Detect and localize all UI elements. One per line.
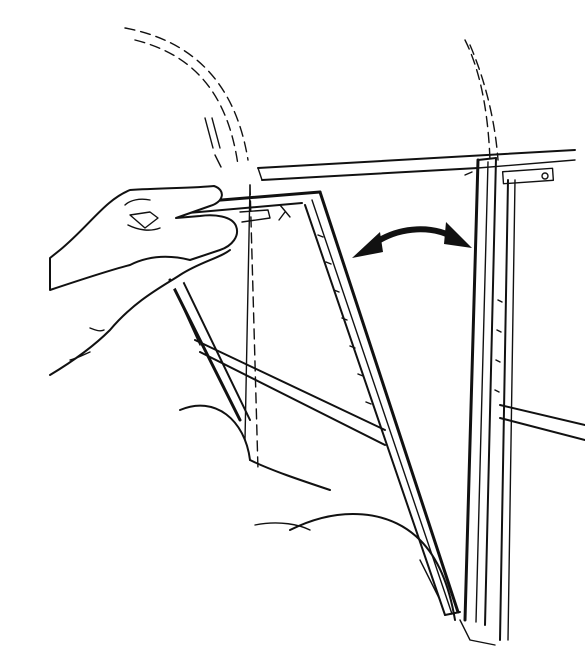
- hand-arm: [49, 185, 271, 376]
- header-rail: [257, 149, 576, 185]
- swing-arrow: [352, 222, 472, 258]
- window-frame: [158, 190, 461, 616]
- seat-shapes: [179, 404, 456, 621]
- door-post: [459, 157, 585, 646]
- cab-outline-dashed: [124, 27, 499, 168]
